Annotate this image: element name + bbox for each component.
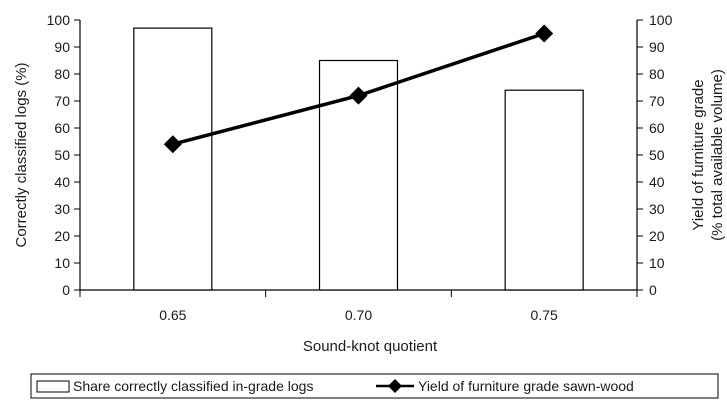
bar [504,89,584,291]
y-axis-title-right-line1: Yield of furniture grade [690,79,707,230]
line-series [163,24,554,154]
legend: Share correctly classified in-grade logs… [30,373,719,399]
y-tick-label-right: 90 [649,39,665,55]
y-tick-label-right: 100 [649,12,673,28]
x-tick-label: 0.65 [159,307,186,323]
y-tick-label-left: 10 [54,255,70,271]
legend-label-bars: Share correctly classified in-grade logs [73,378,313,394]
y-tick-label-right: 80 [649,66,665,82]
legend-diamond-marker [388,379,402,393]
y-tick-label-right: 50 [649,147,665,163]
legend-label-line: Yield of furniture grade sawn-wood [418,378,634,394]
bar-series [133,27,584,291]
y-tick-label-left: 90 [54,39,70,55]
y-tick-label-left: 50 [54,147,70,163]
y-tick-label-right: 0 [649,282,657,298]
line-point-diamond [349,86,368,105]
y-tick-label-right: 30 [649,201,665,217]
y-tick-label-left: 30 [54,201,70,217]
legend-bar-swatch [36,380,70,393]
legend-border [30,373,719,399]
x-tick-label: 0.75 [531,307,558,323]
y-tick-label-left: 60 [54,120,70,136]
y-tick-label-left: 70 [54,93,70,109]
y-tick-label-left: 80 [54,66,70,82]
y-axis-title-right-line2: (% total available volume) [709,69,726,241]
y-tick-label-left: 100 [47,12,71,28]
x-tick-label: 0.70 [345,307,372,323]
y-tick-label-right: 40 [649,174,665,190]
x-axis-title: Sound-knot quotient [303,338,438,355]
y-tick-label-right: 10 [649,255,665,271]
bar [133,27,213,291]
y-tick-label-left: 0 [62,282,70,298]
tick-labels: 0 0 10 10 20 20 30 30 40 40 50 50 60 60 70 70 80 80 90 90 10… [47,12,673,323]
line-point-diamond [535,24,554,43]
y-tick-label-right: 70 [649,93,665,109]
y-axis-title-left: Correctly classified logs (%) [13,62,30,247]
y-tick-label-left: 40 [54,174,70,190]
y-tick-label-right: 60 [649,120,665,136]
y-tick-label-left: 20 [54,228,70,244]
line-point-diamond [163,135,182,154]
y-tick-label-right: 20 [649,228,665,244]
